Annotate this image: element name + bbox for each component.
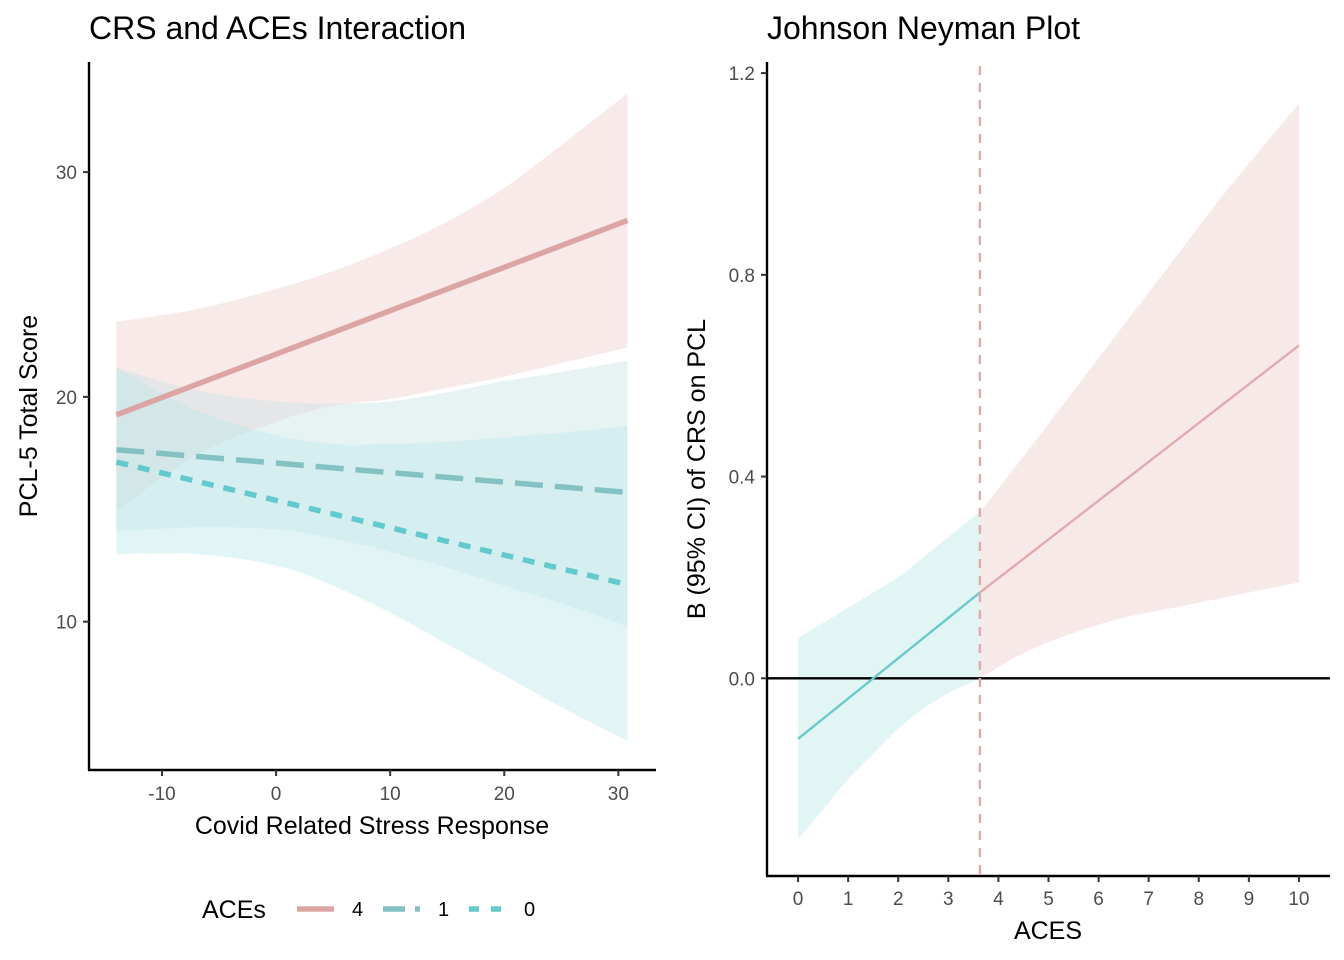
x-tick-label: 6 <box>1093 889 1104 910</box>
right-chart-title: Johnson Neyman Plot <box>767 10 1080 46</box>
jn-slope-lines <box>797 344 1300 740</box>
y-tick-label: 20 <box>56 388 77 409</box>
legend-label-aces-1: 1 <box>438 899 449 921</box>
right-x-axis-title: ACES <box>1014 917 1082 945</box>
regression-lines <box>115 217 629 588</box>
johnson-neyman-plot: Johnson Neyman Plot 0.0 0.4 0.8 1.2 0 1 2 3 4 5 6… <box>683 10 1330 945</box>
left-chart-title: CRS and ACEs Interaction <box>89 10 466 46</box>
line-aces-1 <box>116 446 628 496</box>
band-non-significant <box>798 511 980 840</box>
left-y-axis-title: PCL-5 Total Score <box>15 315 43 517</box>
band-aces-1 <box>116 360 628 627</box>
x-tick-label: 0 <box>793 889 804 910</box>
x-tick-label: 0 <box>271 784 282 805</box>
band-aces-4 <box>116 93 628 512</box>
jn-confidence-bands <box>798 103 1299 840</box>
legend-title: ACEs <box>202 896 266 924</box>
x-tick-label: 8 <box>1193 889 1204 910</box>
y-tick-label: 0.0 <box>729 669 755 690</box>
y-tick-label: 1.2 <box>729 64 755 85</box>
x-tick-label: 3 <box>943 889 954 910</box>
x-tick-label: 5 <box>1043 889 1054 910</box>
legend: ACEs 4 1 0 <box>202 896 535 924</box>
x-tick-label: -10 <box>148 784 175 805</box>
x-tick-label: 10 <box>380 784 401 805</box>
y-tick-label: 30 <box>56 163 77 184</box>
left-x-ticks: -10 0 10 20 30 <box>148 770 629 805</box>
x-tick-label: 1 <box>843 889 854 910</box>
right-x-ticks: 0 1 2 3 4 5 6 7 8 9 10 <box>793 876 1310 910</box>
left-y-ticks: 10 20 30 <box>56 163 89 634</box>
legend-label-aces-0: 0 <box>524 899 535 921</box>
x-tick-label: 10 <box>1288 889 1309 910</box>
left-x-axis-title: Covid Related Stress Response <box>195 812 549 840</box>
x-tick-label: 7 <box>1143 889 1154 910</box>
x-tick-label: 20 <box>494 784 515 805</box>
confidence-bands <box>116 93 628 741</box>
y-tick-label: 10 <box>56 613 77 634</box>
y-tick-label: 0.4 <box>729 468 756 489</box>
x-tick-label: 30 <box>608 784 629 805</box>
slope-line-non-significant <box>797 591 981 740</box>
x-tick-label: 9 <box>1244 889 1255 910</box>
right-y-ticks: 0.0 0.4 0.8 1.2 <box>729 64 767 690</box>
y-tick-label: 0.8 <box>729 266 755 287</box>
slope-line-significant <box>979 344 1300 594</box>
right-y-axis-title: B (95% CI) of CRS on PCL <box>683 319 711 619</box>
x-tick-label: 2 <box>893 889 904 910</box>
x-tick-label: 4 <box>993 889 1004 910</box>
band-significant <box>979 103 1299 679</box>
legend-label-aces-4: 4 <box>352 899 363 921</box>
line-aces-4 <box>115 217 629 418</box>
